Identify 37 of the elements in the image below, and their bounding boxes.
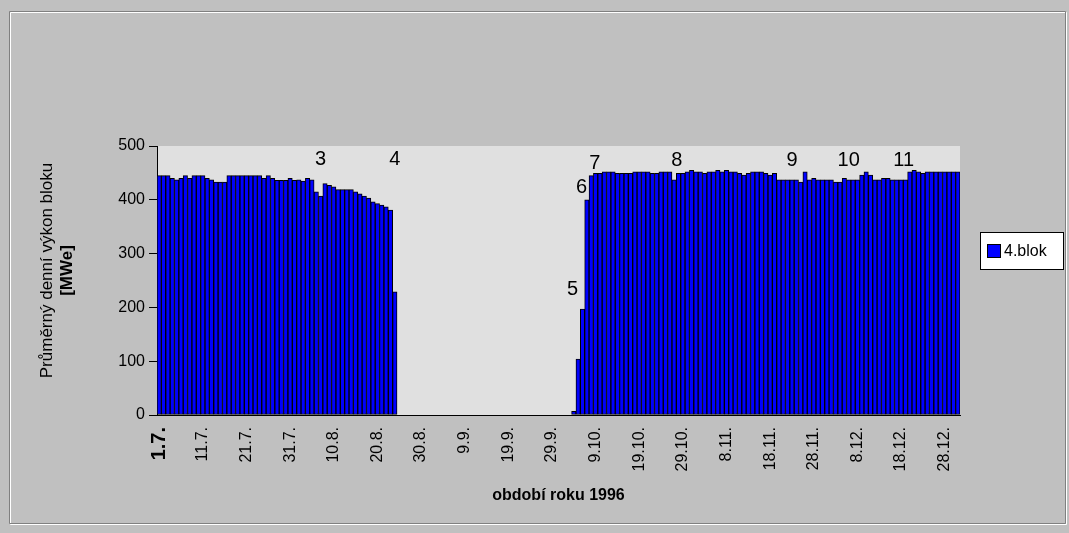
x-tick-label: 9.10. bbox=[586, 427, 603, 463]
x-tick-label: 28.12. bbox=[935, 427, 953, 472]
annotation: 9 bbox=[786, 147, 798, 170]
x-tick-label: 8.12. bbox=[847, 427, 865, 463]
x-tick-label: 18.11. bbox=[760, 427, 778, 471]
annotation: 6 bbox=[576, 175, 588, 198]
annotation: 4 bbox=[389, 146, 401, 169]
x-tick-label: 29.10. bbox=[673, 427, 691, 472]
x-tick-label: 8.11. bbox=[716, 427, 734, 462]
x-tick-label: 10.8. bbox=[324, 427, 342, 463]
x-tick-label: 29.9. bbox=[542, 427, 560, 463]
x-tick-label: 19.10. bbox=[629, 427, 647, 472]
y-tick-label: 0 bbox=[136, 405, 146, 423]
y-tick-label: 500 bbox=[118, 136, 146, 154]
x-tick-label: 31.7. bbox=[280, 427, 298, 463]
y-axis-title: Průměrný denní výkon bloku [MWe] bbox=[36, 162, 76, 379]
x-tick-label: 28.11. bbox=[804, 427, 822, 471]
y-tick-label: 400 bbox=[118, 190, 146, 208]
y-tick-label: 200 bbox=[118, 297, 146, 315]
y-tick-label: 100 bbox=[118, 351, 146, 369]
x-tick-label: 20.8. bbox=[367, 427, 385, 463]
x-axis-title: období roku 1996 bbox=[492, 485, 625, 503]
x-tick-label: 18.12. bbox=[891, 427, 909, 472]
y-tick-label: 300 bbox=[118, 244, 146, 262]
annotation: 11 bbox=[893, 147, 915, 170]
legend-label: 4.blok bbox=[1004, 242, 1047, 260]
annotation: 3 bbox=[315, 146, 327, 169]
x-tick-label: 30.8. bbox=[411, 427, 429, 463]
x-tick-label: 19.9. bbox=[498, 427, 516, 463]
annotation: 5 bbox=[566, 276, 579, 299]
x-tick-label: 21.7. bbox=[236, 427, 254, 463]
annotation: 7 bbox=[589, 150, 601, 173]
x-tick-label: 11.7. bbox=[193, 427, 211, 462]
x-tick-label: 9.9. bbox=[455, 427, 473, 454]
annotation: 10 bbox=[837, 147, 860, 170]
x-tick-label: 1.7. bbox=[146, 427, 169, 461]
annotation: 8 bbox=[671, 147, 683, 170]
